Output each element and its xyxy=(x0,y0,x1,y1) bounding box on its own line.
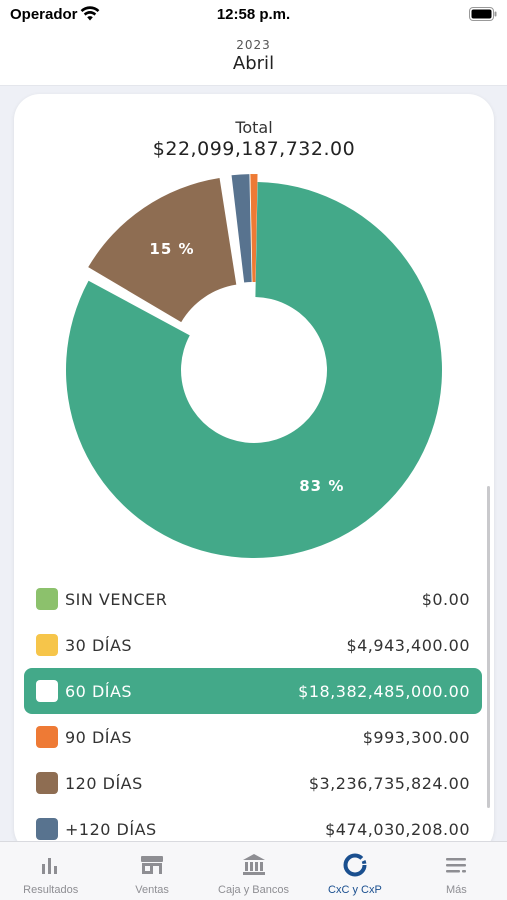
legend-amount: $474,030,208.00 xyxy=(325,819,470,839)
tab-mas[interactable]: Más xyxy=(406,842,507,900)
legend-name: 90 DÍAS xyxy=(65,727,133,747)
tab-resultados[interactable]: Resultados xyxy=(0,842,101,900)
period-header[interactable]: 2023 Abril xyxy=(0,30,507,86)
total-value: $22,099,187,732.00 xyxy=(152,138,356,160)
status-time: 12:58 p.m. xyxy=(216,6,291,23)
donut-chart[interactable]: 83 % 15 % xyxy=(14,94,494,854)
slice-percent-label: 15 % xyxy=(149,240,194,258)
legend-name: 120 DÍAS xyxy=(65,773,143,793)
legend-amount: $3,236,735,824.00 xyxy=(308,773,470,793)
donut-slice[interactable] xyxy=(250,174,258,283)
legend-row[interactable]: SIN VENCER $0.00 xyxy=(24,576,482,622)
legend-name: SIN VENCER xyxy=(65,589,168,609)
donut-slice[interactable] xyxy=(88,177,237,323)
legend-name: 30 DÍAS xyxy=(65,635,133,655)
tab-label: Ventas xyxy=(135,884,169,896)
carrier-label: Operador xyxy=(10,6,78,23)
legend-name: 60 DÍAS xyxy=(65,681,133,701)
legend-row[interactable]: 30 DÍAS $4,943,400.00 xyxy=(24,622,482,668)
legend-swatch xyxy=(36,680,58,702)
tab-label: Resultados xyxy=(23,884,79,896)
legend-swatch xyxy=(36,588,58,610)
slice-percent-label: 83 % xyxy=(299,477,344,495)
donut-slice[interactable] xyxy=(231,174,252,283)
legend-row[interactable]: 120 DÍAS $3,236,735,824.00 xyxy=(24,760,482,806)
tab-label: Más xyxy=(445,884,467,896)
period-month: Abril xyxy=(232,53,275,74)
period-year: 2023 xyxy=(236,38,271,52)
legend-row[interactable]: 60 DÍAS $18,382,485,000.00 xyxy=(24,668,482,714)
legend-list: SIN VENCER $0.00 30 DÍAS $4,943,400.00 60 DÍ… xyxy=(24,576,482,852)
legend-amount: $4,943,400.00 xyxy=(346,635,470,655)
status-bar: Operador 12:58 p.m. xyxy=(0,0,507,30)
total-label: Total xyxy=(235,118,273,137)
battery-icon xyxy=(469,7,497,21)
legend-swatch xyxy=(36,726,58,748)
legend-row[interactable]: +120 DÍAS $474,030,208.00 xyxy=(24,806,482,852)
wifi-icon xyxy=(80,6,100,21)
legend-amount: $0.00 xyxy=(421,589,470,609)
store-icon xyxy=(141,856,164,874)
receivables-card: Total $22,099,187,732.00 83 % 15 % SIN VE… xyxy=(14,94,494,854)
legend-name: +120 DÍAS xyxy=(65,819,157,839)
scroll-indicator[interactable] xyxy=(487,486,490,808)
bank-icon xyxy=(242,854,265,875)
legend-swatch xyxy=(36,634,58,656)
tab-caja-bancos[interactable]: Caja y Bancos xyxy=(203,842,304,900)
legend-row[interactable]: 90 DÍAS $993,300.00 xyxy=(24,714,482,760)
tab-cxc-cxp[interactable]: CxC y CxP xyxy=(304,842,405,900)
tab-ventas[interactable]: Ventas xyxy=(101,842,202,900)
tab-label: Caja y Bancos xyxy=(218,884,289,896)
ring-icon xyxy=(343,853,367,877)
tab-label: CxC y CxP xyxy=(328,884,382,896)
legend-amount: $18,382,485,000.00 xyxy=(298,681,470,701)
bar-chart-icon xyxy=(41,858,57,874)
tab-bar: Resultados Ventas Caja y Bancos CxC y Cx… xyxy=(0,841,507,900)
donut-slice[interactable] xyxy=(65,182,443,558)
legend-swatch xyxy=(36,772,58,794)
legend-amount: $993,300.00 xyxy=(362,727,470,747)
legend-swatch xyxy=(36,818,58,840)
menu-icon xyxy=(446,858,467,873)
